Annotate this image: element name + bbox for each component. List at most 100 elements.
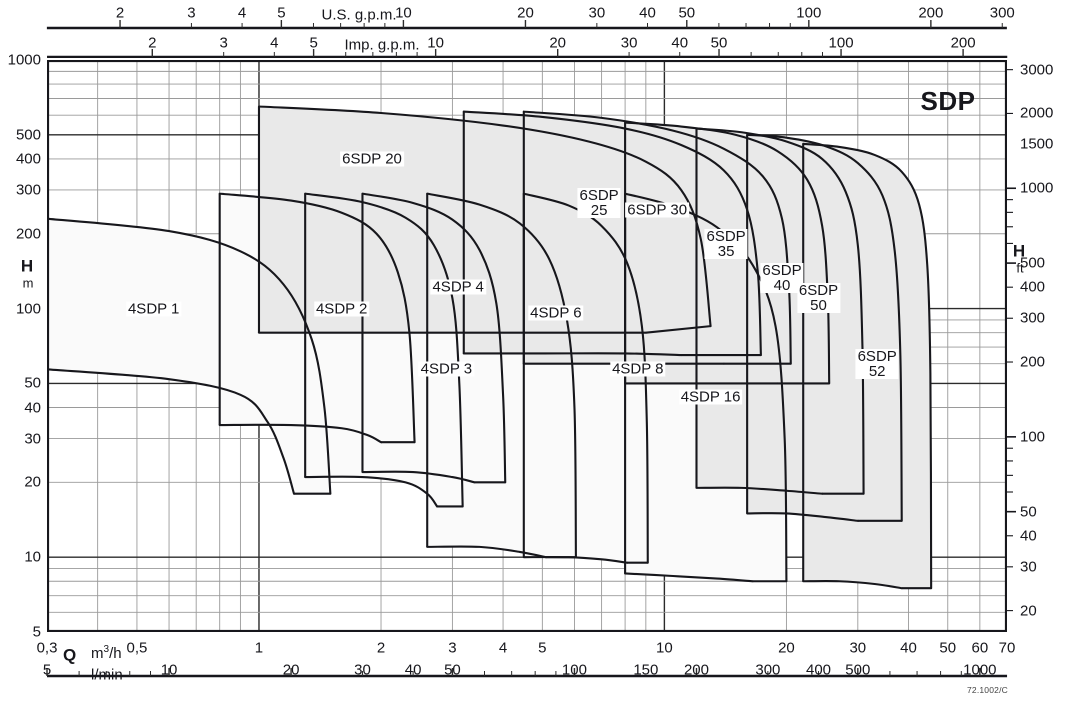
curve-label-line1: 6SDP	[579, 187, 619, 205]
left-axis-label: 500	[15, 126, 41, 144]
curve-label-line1: 6SDP	[706, 227, 746, 245]
bottom-lmin-label: 40	[404, 661, 422, 679]
right-axis-label: 20	[1020, 602, 1037, 620]
right-axis-label: 50	[1020, 503, 1037, 521]
bottom-lmin-label: 30	[354, 661, 371, 679]
us-gpm-label: 40	[639, 4, 656, 22]
bottom-lmin-label: 100	[561, 661, 587, 679]
right-axis-unit: ft	[1016, 260, 1024, 276]
right-axis: 3000 2000 1500 1000 500 400 300 200 100 50 40 30 20	[1007, 0, 1087, 704]
bottom-lmin-label: 400	[806, 661, 832, 679]
curve-label-4sdp-3: 4SDP 3	[418, 360, 475, 378]
curve-label-line1: 4SDP 8	[612, 360, 664, 378]
left-axis-label: 20	[24, 473, 41, 491]
envelope-top-curve	[802, 142, 933, 590]
bottom-lmin-unit: l/min	[91, 666, 123, 684]
curve-label-4sdp-16: 4SDP 16	[678, 388, 743, 406]
reference-code: 72.1002/C	[966, 684, 1008, 695]
right-axis-label: 40	[1020, 527, 1037, 545]
left-axis-label: 1000	[7, 51, 41, 69]
bottom-m3h-label: 50	[939, 639, 957, 657]
us-gpm-label: 50	[678, 4, 696, 22]
us-gpm-label: 300	[989, 4, 1015, 22]
curve-label-line1: 4SDP 1	[127, 300, 180, 318]
left-axis-unit: m	[22, 275, 34, 291]
m3h-per-hour: /h	[109, 645, 122, 662]
envelope-bottom-curve	[522, 555, 629, 564]
left-axis-label: 300	[15, 181, 41, 199]
envelope-top-curve	[746, 133, 903, 522]
curve-label-line2: 25	[590, 202, 608, 220]
imp-gpm-label: 10	[427, 34, 444, 52]
curve-label-line1: 4SDP 16	[680, 388, 741, 406]
left-axis-label: 50	[24, 374, 41, 392]
bottom-m3h-label: 0,3	[36, 639, 58, 657]
envelope-right-wall	[645, 325, 711, 334]
curve-label-6sdp-35: 6SDP 35	[704, 227, 748, 260]
us-gpm-label: 4	[237, 4, 247, 22]
imp-gpm-label: 3	[219, 34, 228, 52]
plot-border	[47, 60, 1007, 632]
us-gpm-label: 10	[395, 4, 412, 22]
bottom-m3h-label: 20	[778, 639, 795, 657]
bottom-lmin-label: 10	[160, 661, 178, 679]
curve-label-line1: 6SDP	[857, 347, 897, 365]
curve-label-line1: 6SDP 20	[342, 150, 402, 168]
right-axis-label: 200	[1020, 353, 1046, 371]
m3h-exponent: 3	[103, 644, 110, 655]
bottom-m3h-label: 1	[254, 639, 264, 657]
envelope-bottom-curve	[47, 368, 296, 495]
bottom-m3h-label: 0,5	[126, 639, 148, 657]
bottom-lmin-label: 1000	[963, 661, 997, 679]
top-us-gpm-axis-name: U.S. g.p.m.	[321, 6, 397, 24]
left-axis-label: 10	[24, 548, 41, 566]
curve-label-6sdp-40: 6SDP 40	[760, 262, 804, 293]
bottom-lmin-label: 150	[633, 661, 659, 679]
envelope-top-curve	[462, 110, 762, 357]
curve-label-line2: 35	[717, 242, 735, 260]
bottom-m3h-label: 5	[538, 639, 547, 657]
us-gpm-label: 5	[277, 4, 286, 22]
left-axis-label: 400	[15, 150, 41, 168]
bottom-m3h-label: 10	[656, 639, 673, 657]
bottom-lmin-label: 50	[444, 661, 461, 679]
us-gpm-label: 20	[517, 4, 534, 22]
curve-label-6sdp-52: 6SDP 52	[855, 347, 899, 379]
bottom-m3h-label: 3	[448, 639, 457, 657]
chart-title: SDP	[920, 86, 976, 116]
curve-label-line1: 4SDP 2	[315, 300, 368, 318]
imp-gpm-label: 30	[620, 34, 638, 52]
curve-label-line1: 4SDP 6	[530, 304, 582, 322]
us-gpm-label: 30	[588, 4, 606, 22]
m3h-text: m	[91, 645, 104, 662]
curve-label-line1: 4SDP 3	[420, 360, 473, 378]
right-axis-label: 1000	[1020, 179, 1054, 197]
top-axes-ticks	[46, 20, 1008, 58]
curve-label-6sdp-50: 6SDP 50	[796, 282, 841, 314]
right-axis-label: 1500	[1020, 135, 1054, 153]
bottom-m3h-label: 70	[998, 639, 1016, 657]
us-gpm-label: 2	[115, 4, 125, 22]
envelope-bottom-curve	[218, 423, 383, 444]
right-axis-label: 400	[1020, 278, 1046, 296]
right-axis-label: 30	[1020, 558, 1037, 576]
bottom-axes: 0,3 0,5 1 2 3 4 5 10 20 30 40 50 60 70 5 10 20 30 40 50 100 1…	[0, 632, 1087, 704]
envelope-top-curve	[361, 192, 507, 484]
bottom-lmin-label: 500	[845, 661, 871, 679]
curve-label-4sdp-1: 4SDP 1	[125, 300, 182, 318]
bottom-axes-ticks	[46, 668, 1008, 678]
left-axis-name: H	[20, 256, 34, 276]
imp-gpm-label: 20	[549, 34, 567, 52]
imp-gpm-label: 200	[950, 34, 976, 52]
curve-label-line1: 6SDP 30	[627, 201, 688, 219]
curve-label-line1: 6SDP	[798, 282, 839, 300]
bottom-m3h-label: 60	[971, 639, 989, 657]
us-gpm-label: 3	[187, 4, 196, 22]
bottom-lmin-label: 300	[755, 661, 781, 679]
right-axis-label: 500	[1020, 254, 1046, 272]
imp-gpm-label: 100	[828, 34, 854, 52]
envelope-bottom-curve	[624, 572, 754, 583]
curve-label-6sdp-20: 6SDP 20	[340, 150, 404, 168]
